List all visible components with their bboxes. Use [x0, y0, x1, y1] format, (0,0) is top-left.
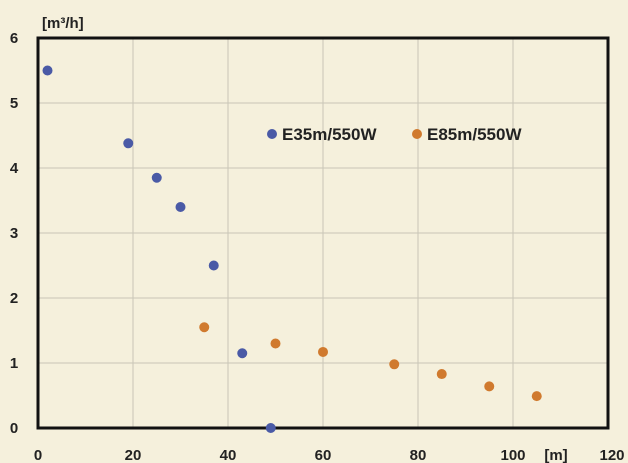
data-points: [42, 65, 542, 433]
legend-marker-e85: [412, 129, 422, 139]
y-tick-label: 4: [10, 160, 19, 177]
data-point-e35: [265, 423, 276, 433]
x-axis-unit-label: [m]: [544, 447, 567, 463]
data-point-e35: [237, 348, 248, 359]
data-point-e35: [42, 65, 53, 76]
y-axis-ticks: 0 1 2 3 4 5 6: [10, 30, 19, 437]
y-tick-label: 6: [10, 30, 18, 47]
legend: E35m/550W E85m/550W: [267, 125, 522, 144]
y-tick-label: 0: [10, 420, 18, 437]
data-point-e85: [436, 369, 447, 380]
plot-frame: [36, 36, 610, 430]
data-point-e35: [151, 172, 162, 183]
y-tick-label: 1: [10, 355, 18, 372]
data-point-e85: [389, 359, 400, 370]
x-tick-label: 100: [500, 447, 525, 463]
data-point-e85: [270, 338, 281, 349]
x-tick-label: 120: [599, 447, 624, 463]
grid-lines: [38, 38, 608, 428]
y-tick-label: 5: [10, 95, 18, 112]
legend-label-e85: E85m/550W: [427, 125, 522, 144]
x-tick-label: 40: [220, 447, 237, 463]
legend-label-e35: E35m/550W: [282, 125, 377, 144]
x-tick-label: 20: [125, 447, 142, 463]
y-tick-label: 3: [10, 225, 18, 242]
x-tick-label: 80: [410, 447, 427, 463]
y-axis-unit-label: [m³/h]: [42, 15, 84, 32]
data-point-e35: [208, 260, 219, 271]
legend-marker-e35: [267, 129, 277, 139]
x-axis-ticks: 0 20 40 60 80 100 120: [34, 447, 625, 463]
data-point-e85: [318, 346, 328, 357]
data-point-e85: [199, 322, 210, 333]
data-point-e85: [484, 381, 495, 392]
x-tick-label: 0: [34, 447, 42, 463]
data-point-e85: [531, 391, 542, 402]
x-tick-label: 60: [315, 447, 332, 463]
y-tick-label: 2: [10, 290, 18, 307]
data-point-e35: [175, 202, 186, 212]
data-point-e35: [123, 138, 134, 149]
